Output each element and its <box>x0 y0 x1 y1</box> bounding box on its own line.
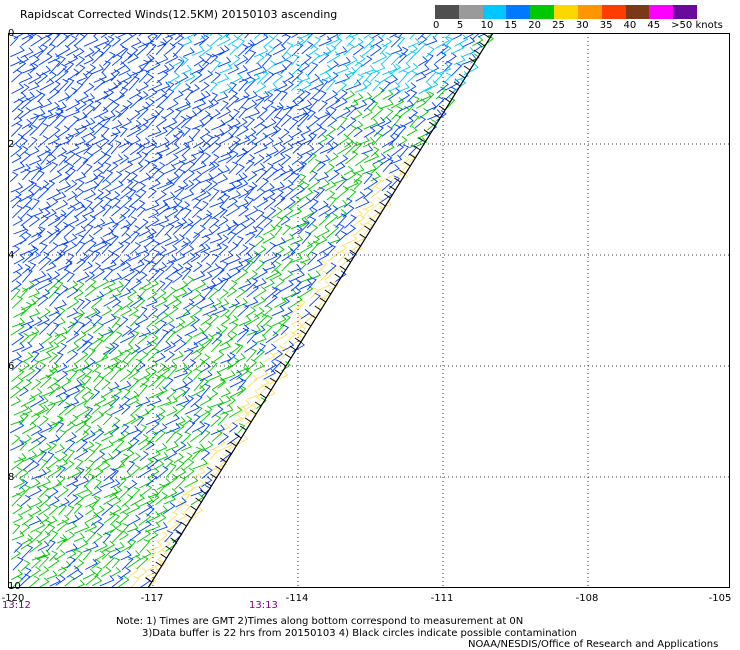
scale-label: 10 <box>480 20 494 31</box>
wind-speed-color-scale: 0 5 10 15 20 25 30 35 40 45 >50 knots <box>433 5 723 35</box>
lon-label-117: -117 <box>140 593 164 604</box>
lat-label-0: 0 <box>8 28 15 39</box>
lat-label-10: 10 <box>8 581 21 592</box>
notes-line-2: 3)Data buffer is 22 hrs from 20150103 4)… <box>142 628 577 639</box>
scale-label: 35 <box>599 20 613 31</box>
notes: Note: 1) Times are GMT 2)Times along bot… <box>116 616 577 640</box>
lon-label-108: -108 <box>575 593 599 604</box>
lon-label-114: -114 <box>285 593 309 604</box>
scale-label: 45 <box>647 20 661 31</box>
swath-edge-line <box>147 33 494 588</box>
wind-barbs-high <box>9 33 488 588</box>
lon-label-105: -105 <box>708 593 732 604</box>
scale-label: 5 <box>456 20 464 31</box>
scale-swatch <box>435 5 459 19</box>
scale-swatch <box>625 5 650 19</box>
scale-swatch <box>458 5 483 19</box>
scale-label: 20 <box>528 20 541 31</box>
scale-swatch <box>649 5 674 19</box>
lat-label-6: 6 <box>8 361 15 372</box>
scale-label: 15 <box>504 20 518 31</box>
wind-vector-field <box>9 33 495 588</box>
lon-label-111: -111 <box>430 593 454 604</box>
wind-barb-map <box>8 33 730 588</box>
scale-swatch <box>673 5 697 19</box>
lat-label-4: 4 <box>8 250 15 261</box>
time-label-start: 13:12 <box>2 600 31 611</box>
scale-swatch <box>554 5 578 19</box>
map-border <box>8 33 730 588</box>
lat-label-2: 2 <box>8 139 15 150</box>
lat-lon-grid <box>8 33 730 588</box>
scale-label: 40 <box>623 20 637 31</box>
scale-swatch <box>506 5 531 19</box>
color-scale-labels: 0 5 10 15 20 25 30 35 40 45 >50 knots <box>433 19 723 33</box>
lat-label-8: 8 <box>8 472 15 483</box>
swath-edge-ticks <box>145 33 491 583</box>
map-title: Rapidscat Corrected Winds(12.5KM) 201501… <box>20 8 338 21</box>
color-scale-bar <box>435 5 697 19</box>
credit-line: NOAA/NESDIS/Office of Research and Appli… <box>468 639 719 650</box>
scale-swatch <box>601 5 626 19</box>
scale-label: 30 <box>575 20 589 31</box>
scale-swatch <box>482 5 507 19</box>
scale-swatch <box>577 5 602 19</box>
scale-label: >50 knots <box>671 20 723 31</box>
wind-barbs-mid <box>9 33 495 588</box>
scale-label: 0 <box>433 20 440 31</box>
time-label-mid: 13:13 <box>249 600 278 611</box>
swath-edge <box>145 33 494 588</box>
lon-label-120: -120 <box>1 593 25 604</box>
notes-line-1: Note: 1) Times are GMT 2)Times along bot… <box>116 616 524 627</box>
scale-swatch <box>530 5 555 19</box>
scale-label: 25 <box>552 20 565 31</box>
